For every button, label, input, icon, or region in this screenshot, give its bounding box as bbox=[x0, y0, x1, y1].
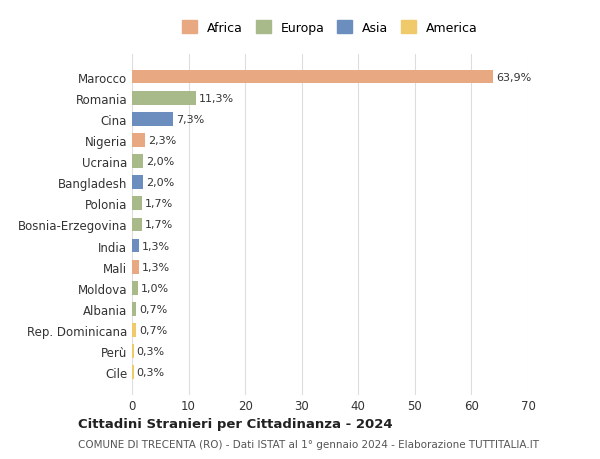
Text: 1,3%: 1,3% bbox=[142, 241, 170, 251]
Bar bbox=[132, 112, 173, 126]
Text: 7,3%: 7,3% bbox=[176, 115, 205, 124]
Text: 11,3%: 11,3% bbox=[199, 94, 234, 103]
Text: 0,3%: 0,3% bbox=[137, 368, 164, 377]
Bar bbox=[132, 239, 139, 253]
Text: 0,3%: 0,3% bbox=[137, 347, 164, 356]
Text: 2,0%: 2,0% bbox=[146, 178, 175, 188]
Text: 63,9%: 63,9% bbox=[496, 73, 532, 82]
Text: 1,7%: 1,7% bbox=[145, 199, 173, 209]
Bar bbox=[132, 197, 142, 211]
Text: 0,7%: 0,7% bbox=[139, 304, 167, 314]
Bar bbox=[132, 71, 493, 84]
Bar bbox=[132, 134, 145, 147]
Text: Cittadini Stranieri per Cittadinanza - 2024: Cittadini Stranieri per Cittadinanza - 2… bbox=[78, 417, 392, 430]
Bar bbox=[132, 302, 136, 316]
Bar bbox=[132, 92, 196, 105]
Bar bbox=[132, 176, 143, 190]
Text: 2,0%: 2,0% bbox=[146, 157, 175, 167]
Bar bbox=[132, 281, 137, 295]
Bar bbox=[132, 345, 134, 358]
Text: 1,7%: 1,7% bbox=[145, 220, 173, 230]
Bar bbox=[132, 260, 139, 274]
Text: COMUNE DI TRECENTA (RO) - Dati ISTAT al 1° gennaio 2024 - Elaborazione TUTTITALI: COMUNE DI TRECENTA (RO) - Dati ISTAT al … bbox=[78, 440, 539, 449]
Legend: Africa, Europa, Asia, America: Africa, Europa, Asia, America bbox=[179, 17, 481, 38]
Bar bbox=[132, 366, 134, 379]
Text: 1,3%: 1,3% bbox=[142, 262, 170, 272]
Bar bbox=[132, 155, 143, 168]
Text: 1,0%: 1,0% bbox=[140, 283, 169, 293]
Bar bbox=[132, 218, 142, 232]
Bar bbox=[132, 324, 136, 337]
Text: 2,3%: 2,3% bbox=[148, 135, 176, 146]
Text: 0,7%: 0,7% bbox=[139, 325, 167, 335]
